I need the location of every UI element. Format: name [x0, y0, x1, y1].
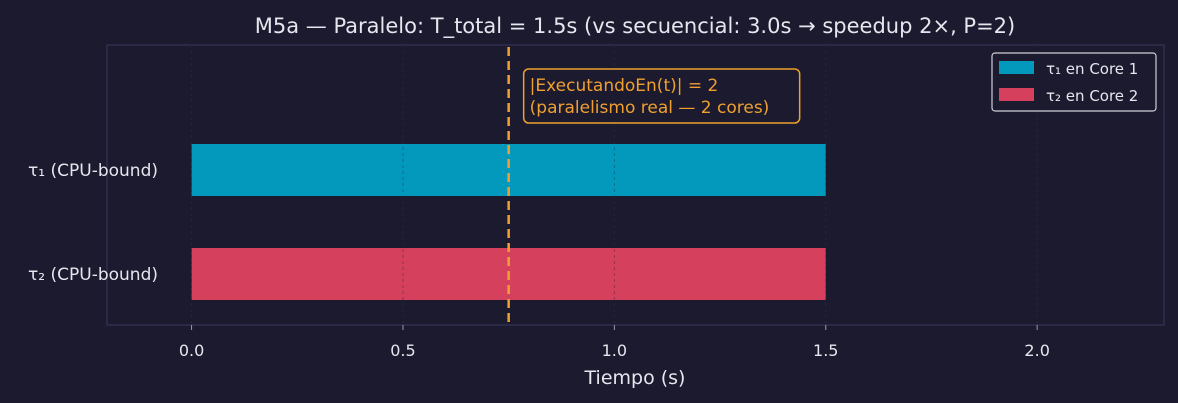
x-tick-label: 1.5 — [813, 341, 838, 360]
bars — [191, 144, 826, 300]
y-axis-tick-labels: τ₁ (CPU-bound) τ₂ (CPU-bound) — [28, 161, 158, 285]
x-tick-label: 1.0 — [602, 341, 627, 360]
x-tick-label: 2.0 — [1024, 341, 1049, 360]
x-axis-ticks: 0.0 0.5 1.0 1.5 2.0 — [179, 325, 1050, 360]
axes-frame — [106, 44, 1165, 326]
plot-area: |ExecutandoEn(t)| = 2 (paralelismo real … — [106, 44, 1165, 326]
annotation: |ExecutandoEn(t)| = 2 (paralelismo real … — [522, 68, 801, 124]
annotation-box — [522, 68, 801, 124]
chart-title: M5a — Paralelo: T_total = 1.5s (vs secue… — [255, 14, 1015, 39]
x-axis-label: Tiempo (s) — [584, 367, 686, 389]
legend-label-core2: τ₂ en Core 2 — [1046, 87, 1138, 105]
y-tick-label-tau2: τ₂ (CPU-bound) — [28, 265, 158, 285]
x-tick-label: 0.0 — [179, 341, 204, 360]
grid-lines-front — [191, 45, 1038, 325]
legend-swatch-core1 — [999, 61, 1034, 74]
annotation-line-1: |ExecutandoEn(t)| = 2 — [530, 76, 719, 96]
legend: τ₁ en Core 1 τ₂ en Core 2 — [991, 52, 1157, 112]
annotation-line-2: (paralelismo real — 2 cores) — [530, 98, 770, 118]
legend-swatch-core2 — [999, 88, 1034, 101]
y-tick-label-tau1: τ₁ (CPU-bound) — [28, 161, 158, 181]
x-tick-label: 0.5 — [390, 341, 415, 360]
legend-label-core1: τ₁ en Core 1 — [1046, 60, 1138, 78]
